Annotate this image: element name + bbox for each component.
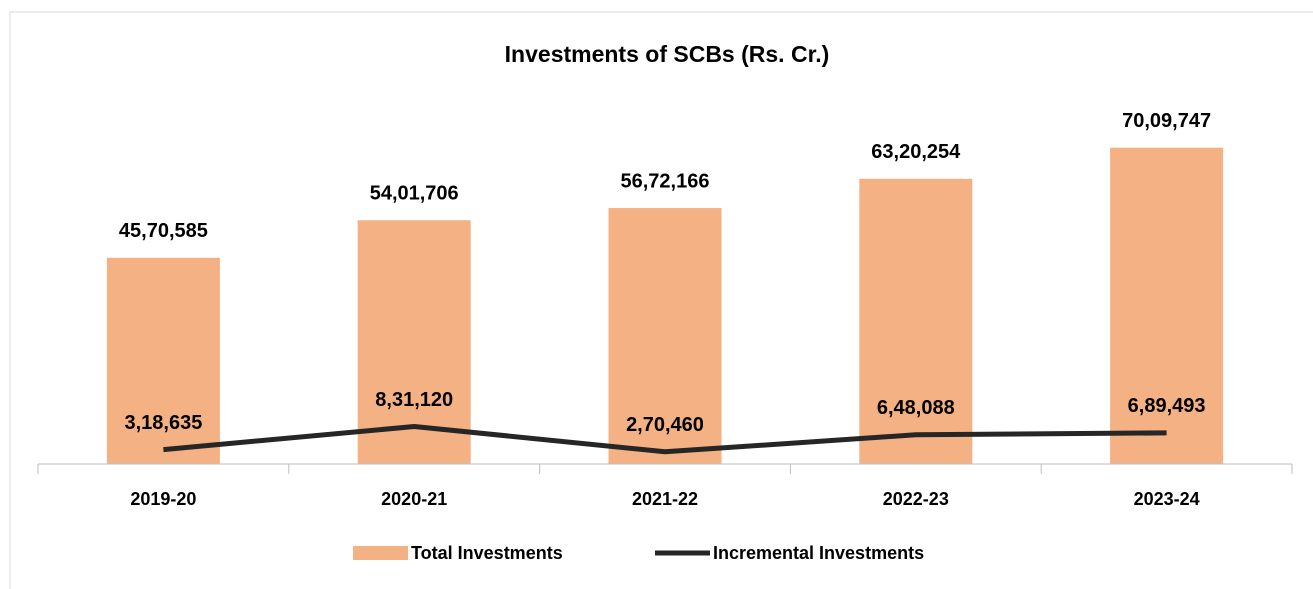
bar — [608, 208, 722, 464]
legend-swatch — [353, 546, 408, 560]
data-label: 2,70,460 — [626, 414, 704, 436]
data-label: 6,48,088 — [877, 397, 955, 419]
chart-title: Investments of SCBs (Rs. Cr.) — [505, 41, 830, 67]
x-tick-label: 2023-24 — [1134, 489, 1200, 509]
legend-label: Incremental Investments — [713, 543, 924, 563]
line — [163, 423, 1167, 455]
x-tick-label: 2019-20 — [130, 489, 196, 509]
bar — [859, 178, 973, 465]
x-tick-label: 2021-22 — [632, 489, 698, 509]
data-label: 54,01,706 — [370, 183, 459, 205]
bar — [1110, 147, 1224, 464]
x-tick-label: 2022-23 — [883, 489, 949, 509]
data-label: 63,20,254 — [871, 141, 961, 163]
bar — [106, 257, 220, 464]
data-label: 70,09,747 — [1122, 110, 1211, 132]
data-label: 45,70,585 — [119, 220, 208, 242]
x-tick-label: 2020-21 — [381, 489, 447, 509]
data-label: 6,89,493 — [1128, 395, 1206, 417]
data-label: 3,18,635 — [124, 412, 202, 434]
legend-label: Total Investments — [411, 543, 563, 563]
data-label: 56,72,166 — [621, 170, 710, 192]
bar — [357, 220, 471, 464]
data-label: 8,31,120 — [375, 389, 453, 411]
